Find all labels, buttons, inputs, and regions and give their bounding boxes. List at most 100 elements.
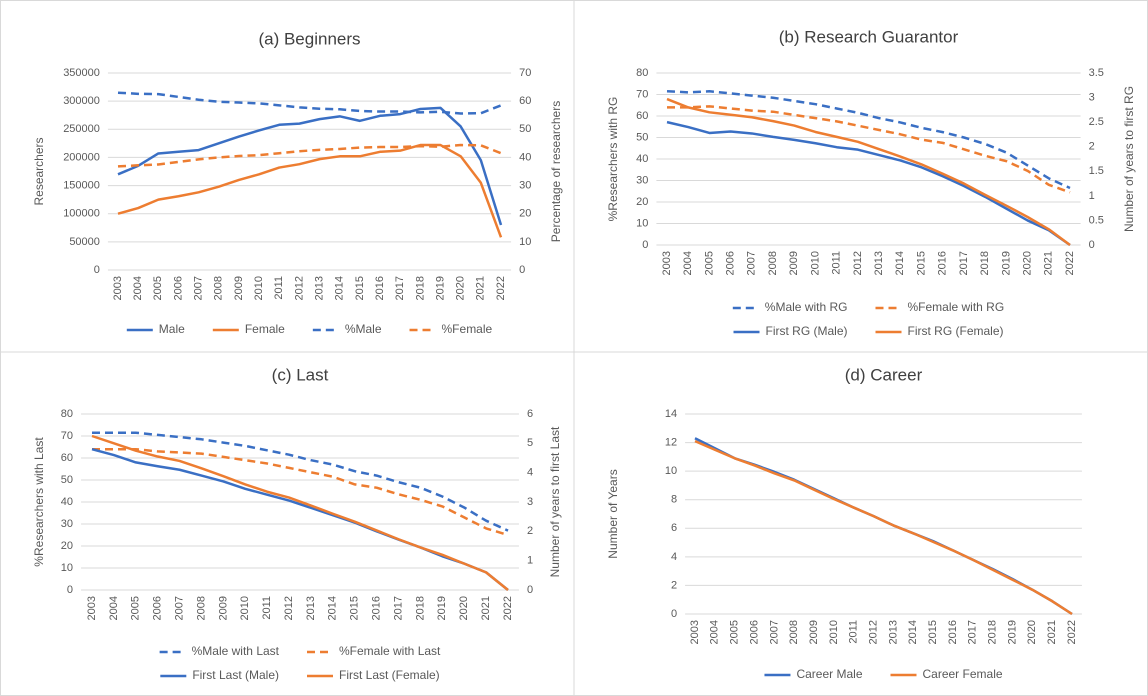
legend-item: %Male with RG xyxy=(732,300,848,314)
y2-tick-label: 0.5 xyxy=(1089,214,1104,226)
y-tick-label: 10 xyxy=(665,465,677,477)
x-tick-label: 2014 xyxy=(334,276,346,300)
y2-axis-title: Percentage of researchers xyxy=(549,101,563,242)
x-tick-label: 2009 xyxy=(217,596,229,620)
x-tick-label: 2004 xyxy=(709,620,721,644)
y-tick-label: 80 xyxy=(636,67,648,79)
x-tick-label: 2022 xyxy=(495,276,507,300)
y-tick-label: 40 xyxy=(636,153,648,165)
x-tick-label: 2011 xyxy=(848,620,860,644)
y2-tick-label: 1 xyxy=(527,555,533,567)
y-tick-label: 300000 xyxy=(63,95,100,107)
panel-title: (c) Last xyxy=(272,365,329,384)
y-axis-title: %Researchers with Last xyxy=(32,437,46,567)
panel: (a) Beginners 0 50000 100000 150000 200000 250… xyxy=(32,29,563,336)
legend-item: %Female xyxy=(409,322,493,336)
x-tick-label: 2021 xyxy=(480,596,492,620)
y-tick-label: 0 xyxy=(671,608,677,620)
x-tick-label: 2009 xyxy=(788,251,800,275)
x-tick-label: 2004 xyxy=(132,276,144,300)
x-tick-label: 2012 xyxy=(867,620,879,644)
y-tick-label: 200000 xyxy=(63,151,100,163)
y-tick-label: 50 xyxy=(61,474,73,486)
y2-tick-label: 50 xyxy=(519,123,531,135)
y2-tick-label: 3.5 xyxy=(1089,67,1104,79)
x-tick-label: 2015 xyxy=(927,620,939,644)
x-tick-label: 2014 xyxy=(894,251,906,275)
series-line xyxy=(117,143,503,238)
y2-tick-label: 2 xyxy=(527,525,533,537)
legend-item: First Last (Female) xyxy=(307,668,440,682)
x-tick-label: 2015 xyxy=(349,596,361,620)
y2-tick-label: 1 xyxy=(1089,190,1095,202)
legend-item: Female xyxy=(212,322,285,336)
x-tick-label: 2018 xyxy=(414,276,426,300)
x-tick-label: 2017 xyxy=(394,276,406,300)
y2-tick-label: 6 xyxy=(527,408,533,420)
x-tick-label: 2008 xyxy=(788,620,800,644)
legend-label: Career Male xyxy=(796,667,862,681)
x-tick-label: 2018 xyxy=(414,596,426,620)
x-tick-label: 2022 xyxy=(1064,251,1076,275)
legend-item: First Last (Male) xyxy=(160,668,279,682)
x-tick-label: 2020 xyxy=(1026,620,1038,644)
series-line xyxy=(694,439,1073,616)
x-tick-label: 2019 xyxy=(436,596,448,620)
y-tick-label: 10 xyxy=(61,562,73,574)
y2-tick-label: 20 xyxy=(519,208,531,220)
x-tick-label: 2019 xyxy=(1006,620,1018,644)
series-line xyxy=(92,447,509,537)
legend-item: %Female with Last xyxy=(307,644,441,658)
x-tick-label: 2004 xyxy=(108,596,120,620)
x-tick-label: 2006 xyxy=(725,251,737,275)
y-tick-label: 70 xyxy=(636,88,648,100)
legend-label: %Female with RG xyxy=(907,300,1004,314)
y-tick-label: 4 xyxy=(671,551,677,563)
legend-label: First Last (Male) xyxy=(192,668,279,682)
x-tick-label: 2010 xyxy=(253,276,265,300)
legend-item: Career Female xyxy=(890,667,1003,681)
y2-tick-label: 1.5 xyxy=(1089,165,1104,177)
x-tick-label: 2005 xyxy=(130,596,142,620)
y-tick-label: 0 xyxy=(94,264,100,276)
x-tick-label: 2016 xyxy=(947,620,959,644)
x-tick-label: 2017 xyxy=(958,251,970,275)
x-tick-label: 2004 xyxy=(682,251,694,275)
legend-item: First RG (Male) xyxy=(733,324,848,338)
x-tick-label: 2008 xyxy=(767,251,779,275)
x-tick-label: 2010 xyxy=(828,620,840,644)
legend-item: Career Male xyxy=(764,667,863,681)
y2-tick-label: 70 xyxy=(519,67,531,79)
y-tick-label: 20 xyxy=(61,540,73,552)
y2-tick-label: 2 xyxy=(1089,141,1095,153)
x-tick-label: 2021 xyxy=(1043,251,1055,275)
legend-item: First RG (Female) xyxy=(875,324,1004,338)
y-axis-title: Number of Years xyxy=(606,469,620,558)
x-tick-label: 2010 xyxy=(809,251,821,275)
y2-tick-label: 40 xyxy=(519,151,531,163)
x-tick-label: 2006 xyxy=(172,276,184,300)
legend-label: Male xyxy=(159,322,185,336)
y-tick-label: 80 xyxy=(61,408,73,420)
legend-label: %Male with RG xyxy=(765,300,848,314)
x-tick-label: 2010 xyxy=(239,596,251,620)
y2-tick-label: 4 xyxy=(527,467,533,479)
y-tick-label: 40 xyxy=(61,496,73,508)
x-tick-label: 2006 xyxy=(152,596,164,620)
panel-title: (a) Beginners xyxy=(258,29,360,48)
x-tick-label: 2006 xyxy=(748,620,760,644)
legend-label: Female xyxy=(245,322,285,336)
x-tick-label: 2017 xyxy=(967,620,979,644)
series-line xyxy=(92,431,509,532)
legend-label: %Female xyxy=(442,322,493,336)
x-tick-label: 2007 xyxy=(173,596,185,620)
x-tick-label: 2018 xyxy=(979,251,991,275)
x-tick-label: 2020 xyxy=(455,276,467,300)
legend-label: Career Female xyxy=(923,667,1003,681)
y-tick-label: 2 xyxy=(671,579,677,591)
x-tick-label: 2003 xyxy=(112,276,124,300)
series-line xyxy=(666,90,1071,190)
x-tick-label: 2014 xyxy=(327,596,339,620)
x-tick-label: 2019 xyxy=(1000,251,1012,275)
